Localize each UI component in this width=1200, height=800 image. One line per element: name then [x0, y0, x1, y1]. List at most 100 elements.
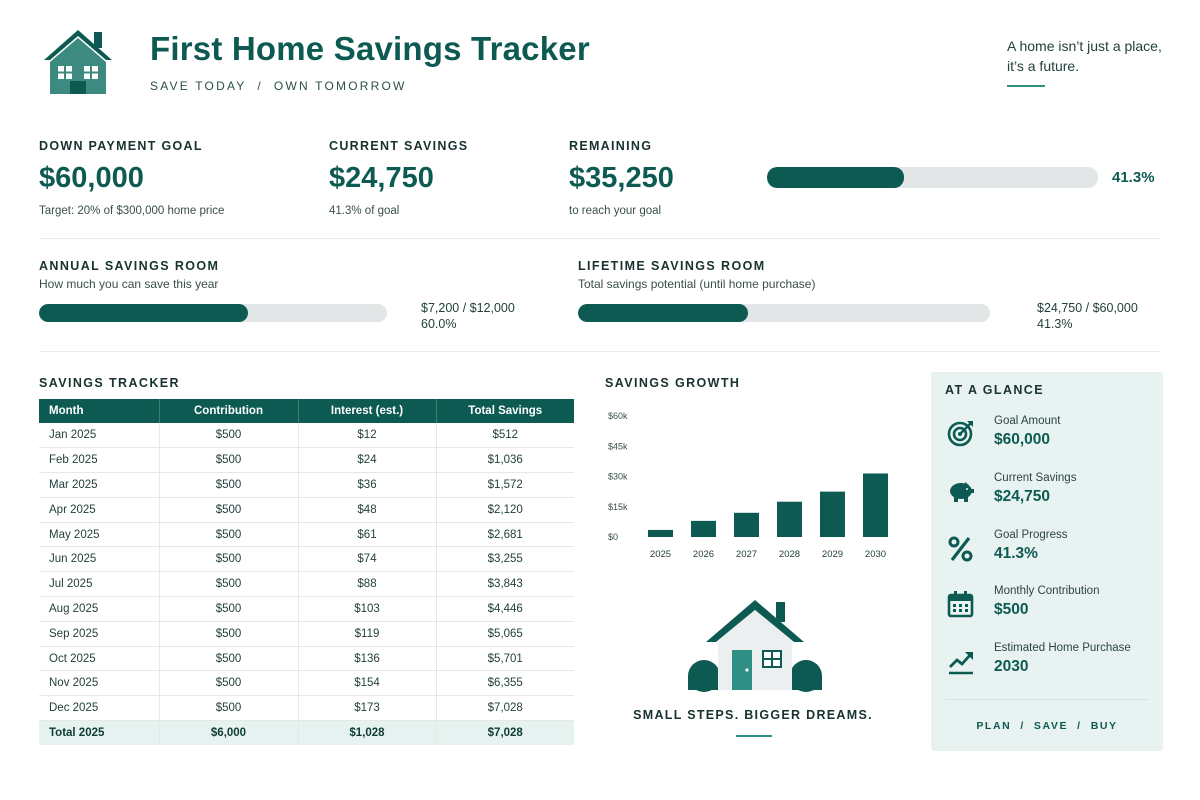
table-row: Jan 2025 $500 $12 $512 [39, 423, 574, 449]
cell-contribution: $500 [159, 423, 299, 449]
cell-contribution: $500 [159, 546, 299, 573]
glance-monthly-value: $500 [994, 601, 1029, 618]
lifetime-room-fill [578, 304, 749, 322]
cell-total: $4,446 [436, 596, 574, 622]
y-tick-label: $45k [608, 441, 628, 451]
goal-progress-bar [767, 167, 1098, 188]
current-value: $24,750 [329, 162, 434, 194]
trend-up-icon [949, 652, 973, 675]
col-header-month: Month [39, 399, 160, 423]
y-tick-label: $0 [608, 532, 618, 542]
current-label: CURRENT SAVINGS [329, 139, 469, 153]
target-icon [947, 421, 973, 447]
goal-stat: DOWN PAYMENT GOAL $60,000 Target: 20% of… [39, 139, 224, 217]
chart-bar [691, 520, 716, 537]
y-tick-label: $60k [608, 411, 628, 421]
annual-room-desc: How much you can save this year [39, 277, 219, 291]
glance-item-savings: Current Savings $24,750 [945, 472, 1155, 516]
cell-total: $3,843 [436, 571, 574, 598]
growth-title: SAVINGS GROWTH [605, 376, 741, 390]
cell-interest: $136 [298, 646, 437, 672]
cell-month: Apr 2025 [39, 497, 160, 523]
lifetime-room-bar [578, 304, 990, 322]
y-tick-label: $30k [608, 472, 628, 482]
goal-progress-fill [767, 167, 904, 188]
cell-total: $7,028 [436, 695, 574, 722]
annual-room-values: $7,200 / $12,000 60.0% [421, 300, 515, 332]
house-illustration-icon [688, 600, 822, 692]
growth-tagline: SMALL STEPS. BIGGER DREAMS. [633, 708, 873, 722]
cell-contribution: $500 [159, 522, 299, 548]
annual-room-amount: $7,200 / $12,000 [421, 301, 515, 315]
cell-interest: $48 [298, 497, 437, 523]
divider-1 [39, 238, 1161, 239]
quote-line-1: A home isn’t just a place, [1007, 38, 1162, 54]
cell-contribution: $500 [159, 670, 299, 697]
cell-contribution: $500 [159, 447, 299, 474]
quote-divider [1007, 85, 1045, 87]
page-title: First Home Savings Tracker [150, 30, 590, 67]
quote-line-2: it’s a future. [1007, 58, 1080, 74]
glance-savings-value: $24,750 [994, 488, 1051, 505]
savings-growth-chart: $0 $15k $30k $45k $60k 2025 2026 2027 2028 2029 20… [608, 411, 888, 560]
cell-interest: $12 [298, 423, 437, 449]
glance-item-monthly: Monthly Contribution $500 [945, 585, 1155, 629]
x-tick-label: 2028 [779, 549, 800, 560]
piggy-bank-icon [950, 482, 974, 502]
cell-contribution: $500 [159, 571, 299, 598]
x-tick-label: 2025 [650, 549, 671, 560]
goal-label: DOWN PAYMENT GOAL [39, 139, 203, 153]
x-tick-label: 2027 [736, 549, 757, 560]
glance-divider [945, 699, 1149, 700]
table-row: Mar 2025 $500 $36 $1,572 [39, 472, 574, 498]
header-quote: A home isn’t just a place, it’s a future… [1007, 36, 1187, 76]
cell-month: Feb 2025 [39, 447, 160, 474]
cell-total: $512 [436, 423, 574, 449]
cell-total: $6,355 [436, 670, 574, 697]
lifetime-room-percent: 41.3% [1037, 317, 1073, 331]
glance-progress-value: 41.3% [994, 545, 1038, 562]
glance-monthly-label: Monthly Contribution [994, 585, 1100, 597]
lifetime-room-label: LIFETIME SAVINGS ROOM [578, 259, 766, 273]
glance-goal-label: Goal Amount [994, 415, 1061, 427]
goal-progress-percent: 41.3% [1112, 169, 1155, 186]
cell-month: Dec 2025 [39, 695, 160, 722]
cell-total: $1,572 [436, 472, 574, 498]
glance-progress-label: Goal Progress [994, 529, 1068, 541]
cell-contribution: $500 [159, 646, 299, 672]
y-tick-label: $15k [608, 502, 628, 512]
glance-purchase-label: Estimated Home Purchase [994, 642, 1131, 654]
glance-item-purchase: Estimated Home Purchase 2030 [945, 642, 1160, 686]
chart-bar [734, 512, 759, 537]
chart-bar [820, 491, 845, 537]
glance-footer: PLAN / SAVE / BUY [976, 720, 1118, 732]
cell-month: Jul 2025 [39, 571, 160, 598]
cell-interest: $103 [298, 596, 437, 622]
goal-sub: Target: 20% of $300,000 home price [39, 205, 225, 217]
x-tick-label: 2029 [822, 549, 843, 560]
cell-total: $2,120 [436, 497, 574, 523]
glance-title: AT A GLANCE [945, 383, 1044, 397]
current-stat: CURRENT SAVINGS $24,750 41.3% of goal [329, 139, 468, 217]
cell-contribution: $500 [159, 695, 299, 722]
annual-room-fill [39, 304, 248, 322]
table-row: Nov 2025 $500 $154 $6,355 [39, 670, 574, 697]
glance-savings-label: Current Savings [994, 472, 1077, 484]
lifetime-room-values: $24,750 / $60,000 41.3% [1037, 300, 1138, 332]
cell-interest: $88 [298, 571, 437, 598]
chart-bar [648, 529, 673, 537]
cell-total: $3,255 [436, 546, 574, 573]
divider-2 [39, 351, 1161, 352]
cell-interest: $74 [298, 546, 437, 573]
cell-month: Jun 2025 [39, 546, 160, 573]
col-header-interest: Interest (est.) [298, 399, 437, 423]
house-logo-icon [44, 30, 112, 94]
table-row: Apr 2025 $500 $48 $2,120 [39, 497, 574, 523]
percent-icon [948, 536, 973, 562]
remaining-stat: REMAINING $35,250 to reach your goal [569, 139, 674, 217]
remaining-label: REMAINING [569, 139, 653, 153]
cell-contribution: $500 [159, 596, 299, 622]
cell-month: Mar 2025 [39, 472, 160, 498]
cell-total: $1,036 [436, 447, 574, 474]
remaining-value: $35,250 [569, 162, 674, 194]
